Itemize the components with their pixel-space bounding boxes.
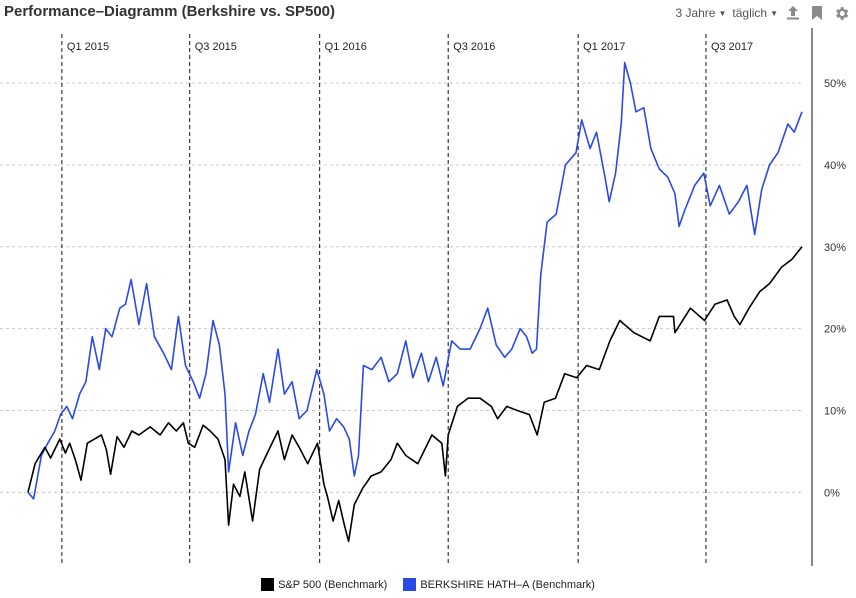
legend-item-berkshire[interactable]: BERKSHIRE HATH–A (Benchmark) bbox=[403, 578, 595, 591]
quarter-marker-label: Q1 2017 bbox=[583, 41, 625, 53]
legend-label: BERKSHIRE HATH–A (Benchmark) bbox=[420, 578, 595, 591]
quarter-marker-label: Q3 2016 bbox=[453, 41, 495, 53]
performance-chart: Q1 2015 Q3 2015 Q1 2016 Q3 2016 Q1 2017 Q3 20… bbox=[0, 28, 846, 566]
series-line-sp500 bbox=[27, 246, 803, 543]
legend: S&P 500 (Benchmark) BERKSHIRE HATH–A (Be… bbox=[0, 578, 856, 591]
series-line-berkshire bbox=[27, 61, 803, 500]
y-tick-label: 30% bbox=[824, 242, 846, 254]
y-axis: 0% 10% 20% 30% 40% 50% bbox=[811, 28, 846, 566]
quarter-marker-label: Q3 2017 bbox=[711, 41, 753, 53]
y-tick-label: 10% bbox=[824, 405, 846, 417]
quarter-markers: Q1 2015 Q3 2015 Q1 2016 Q3 2016 Q1 2017 Q3 20… bbox=[61, 34, 753, 566]
gear-icon[interactable] bbox=[832, 4, 850, 22]
range-dropdown-label: 3 Jahre bbox=[675, 6, 716, 20]
range-dropdown[interactable]: 3 Jahre ▼ bbox=[675, 6, 726, 20]
chart-controls: 3 Jahre ▼ täglich ▼ bbox=[675, 4, 850, 22]
chevron-down-icon: ▼ bbox=[718, 9, 727, 19]
quarter-marker-label: Q1 2015 bbox=[67, 41, 109, 53]
legend-label: S&P 500 (Benchmark) bbox=[278, 578, 388, 591]
legend-swatch bbox=[261, 578, 275, 591]
quarter-marker-label: Q3 2015 bbox=[195, 41, 237, 53]
y-tick-label: 20% bbox=[824, 324, 846, 336]
grid-layer bbox=[0, 82, 802, 493]
legend-swatch bbox=[403, 578, 417, 591]
quarter-marker-label: Q1 2016 bbox=[325, 41, 367, 53]
chevron-down-icon: ▼ bbox=[770, 9, 778, 19]
y-tick-label: 0% bbox=[824, 487, 840, 499]
y-tick-label: 40% bbox=[824, 160, 846, 172]
series-layer bbox=[27, 61, 803, 543]
page-title: Performance–Diagramm (Berkshire vs. SP50… bbox=[4, 3, 335, 20]
bookmark-icon[interactable] bbox=[808, 4, 826, 22]
interval-dropdown-label: täglich bbox=[732, 6, 768, 20]
legend-item-sp500[interactable]: S&P 500 (Benchmark) bbox=[261, 578, 387, 591]
interval-dropdown[interactable]: täglich ▼ bbox=[732, 6, 778, 20]
export-icon[interactable] bbox=[784, 4, 802, 22]
y-tick-label: 50% bbox=[824, 78, 846, 90]
